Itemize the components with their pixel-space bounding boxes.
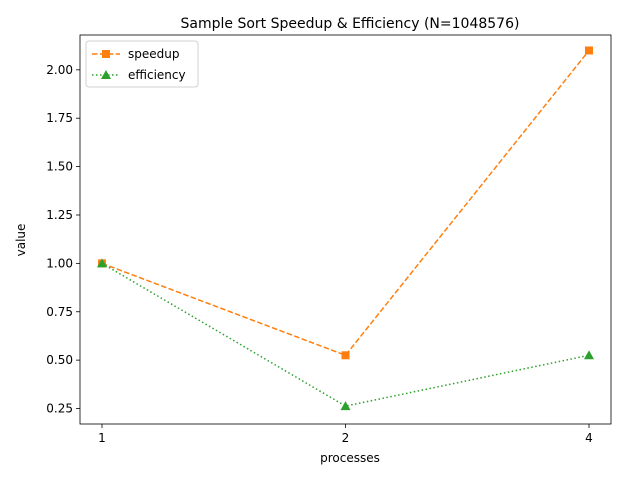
y-axis-label: value — [14, 224, 28, 257]
data-point-efficiency — [584, 350, 594, 360]
x-tick-label: 1 — [98, 431, 106, 445]
data-point-speedup — [341, 351, 350, 360]
plot-frame — [79, 34, 612, 425]
y-tick-label: 2.00 — [46, 63, 73, 77]
data-point-speedup — [585, 46, 593, 55]
series-line-efficiency — [101, 262, 590, 407]
legend-marker-speedup — [102, 50, 110, 58]
legend-marker-efficiency — [101, 70, 111, 79]
chart-title: Sample Sort Speedup & Efficiency (N=1048… — [181, 16, 520, 32]
legend-label-speedup: speedup — [128, 47, 179, 61]
y-tick-label: 1.00 — [46, 256, 73, 270]
y-tick-label: 1.50 — [46, 160, 73, 174]
y-tick-label: 0.75 — [46, 305, 73, 319]
x-tick-label: 4 — [585, 431, 593, 445]
legend: speedup efficiency — [85, 40, 199, 88]
x-axis-label: processes — [320, 451, 380, 465]
data-point-efficiency — [97, 258, 107, 268]
y-tick-label: 0.25 — [46, 402, 73, 416]
legend-label-efficiency: efficiency — [128, 68, 186, 82]
x-tick-label: 2 — [342, 431, 350, 445]
y-tick-label: 1.75 — [46, 111, 73, 125]
series-line-speedup — [101, 50, 590, 357]
y-tick-label: 0.50 — [46, 353, 73, 367]
legend-box — [85, 40, 199, 88]
y-tick-label: 1.25 — [46, 208, 73, 222]
plot-area: 1 2 4 0.25 0.50 0.75 1.00 1.25 1.50 1.75 2.00 — [46, 34, 612, 445]
data-point-efficiency — [340, 401, 351, 411]
